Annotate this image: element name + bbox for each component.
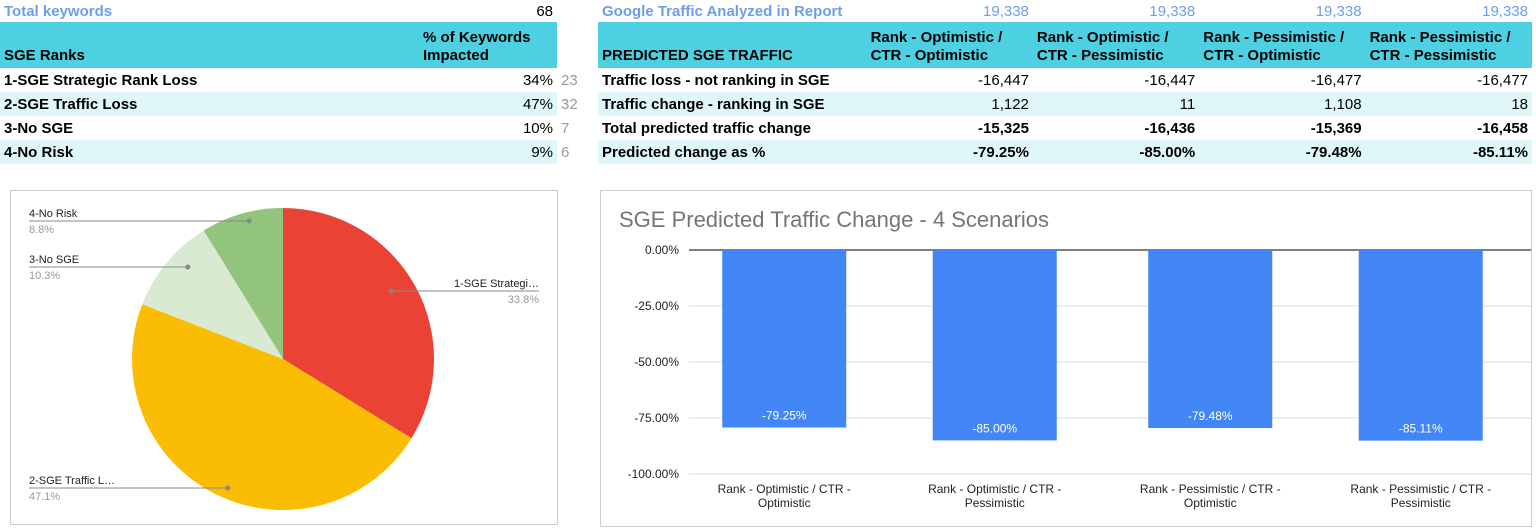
scenario-header: Rank - Pessimistic / CTR - Optimistic [1199,22,1366,68]
metric-label: Traffic change - ranking in SGE [598,92,867,116]
table-row: Traffic change - ranking in SGE 1,122 11 1,… [598,92,1532,116]
pie-slice[interactable] [142,230,283,359]
bar[interactable] [932,250,1057,441]
metric-value: -15,325 [978,119,1029,137]
pie-slice[interactable] [283,208,434,439]
metric-value: -85.11% [1365,140,1532,164]
scenario-header: Rank - Optimistic / CTR - Pessimistic [1032,22,1200,68]
rank-label: 3-No SGE [4,119,74,137]
pie-leader-dot [225,485,231,491]
traffic-analyzed-value: 19,338 [1315,2,1362,20]
pie-slice-label: 1-SGE Strategi… [454,278,539,290]
header-predicted-sge-traffic: PREDICTED SGE TRAFFIC [598,22,867,68]
y-tick-label: -75.00% [634,411,679,425]
x-tick-label: Optimistic [758,496,811,510]
table-row: 4-No Risk 9% 6 [0,140,585,164]
rank-label: 4-No Risk [0,140,419,164]
pie-slice[interactable] [203,208,283,359]
y-tick-label: -25.00% [634,299,679,313]
x-tick-label: Pessimistic [965,496,1025,510]
pie-chart[interactable]: 1-SGE Strategi… 33.8% 2-SGE Traffic L… 47.1… [10,190,558,525]
metric-value: -16,477 [1477,71,1528,89]
metric-label: Predicted change as % [598,140,867,164]
metric-value: -85.00% [1032,140,1200,164]
table-row: Total predicted traffic change -15,325 -16… [598,116,1532,140]
bar-chart[interactable]: SGE Predicted Traffic Change - 4 Scenari… [600,190,1532,527]
metric-value: -79.25% [866,140,1033,164]
pie-chart-svg: 1-SGE Strategi… 33.8% 2-SGE Traffic L… 47.1… [29,208,539,510]
y-tick-label: -100.00% [628,467,680,481]
rank-label: 1-SGE Strategic Rank Loss [4,71,198,89]
pie-leader-dot [185,264,191,270]
metric-label: Total predicted traffic change [602,119,811,137]
bar[interactable] [1148,250,1273,429]
header-pct-keywords: % of Keywords Impacted [419,22,557,68]
rank-count: 6 [561,143,570,161]
pie-slice-percent: 10.3% [29,270,60,282]
metric-value: 1,122 [866,92,1033,116]
pie-slice[interactable] [132,304,412,510]
bar-chart-title: SGE Predicted Traffic Change - 4 Scenari… [619,207,1049,232]
table-row: Predicted change as % -79.25% -85.00% -79.4… [598,140,1532,164]
metric-value: -16,458 [1477,119,1528,137]
pie-slice-percent: 33.8% [508,294,539,306]
bar-chart-svg: SGE Predicted Traffic Change - 4 Scenari… [619,207,1531,510]
x-tick-label: Rank - Pessimistic / CTR - [1140,482,1281,496]
pie-slice-percent: 47.1% [29,491,60,503]
rank-pct: 9% [419,140,557,164]
metric-label: Traffic loss - not ranking in SGE [602,71,830,89]
x-tick-label: Rank - Pessimistic / CTR - [1350,482,1491,496]
traffic-analyzed-label: Google Traffic Analyzed in Report [602,2,843,20]
header-sge-ranks: SGE Ranks [0,22,419,68]
total-keywords-value: 68 [536,2,553,20]
rank-label: 2-SGE Traffic Loss [0,92,419,116]
pie-slice-label: 2-SGE Traffic L… [29,475,115,487]
table-row: 1-SGE Strategic Rank Loss 34% 23 [0,68,585,92]
metric-value: -16,447 [1144,71,1196,89]
table-row: Traffic loss - not ranking in SGE -16,447… [598,68,1532,92]
traffic-analyzed-value: 19,338 [1482,2,1528,20]
predicted-sge-traffic-table: Google Traffic Analyzed in Report 19,338… [598,0,1532,164]
scenario-header: Rank - Pessimistic / CTR - Pessimistic [1365,22,1532,68]
rank-count: 7 [561,119,570,137]
traffic-analyzed-value: 19,338 [1149,2,1196,20]
pie-slice-percent: 8.8% [29,224,54,236]
bar[interactable] [1358,250,1483,441]
metric-value: -16,436 [1144,119,1196,137]
rank-pct: 34% [522,71,553,89]
x-tick-label: Optimistic [1184,496,1237,510]
metric-value: 11 [1032,92,1200,116]
metric-value: 18 [1365,92,1532,116]
table-row: 3-No SGE 10% 7 [0,116,585,140]
scenario-header: Rank - Optimistic / CTR - Optimistic [866,22,1033,68]
sge-ranks-table: Total keywords 68 SGE Ranks % of Keyword… [0,0,585,164]
pie-slice-label: 3-No SGE [29,254,79,266]
metric-value: -16,447 [978,71,1029,89]
metric-value: 1,108 [1199,92,1366,116]
rank-pct: 10% [522,119,553,137]
metric-value: -15,369 [1310,119,1362,137]
y-tick-label: 0.00% [645,243,679,257]
bar[interactable] [722,250,847,428]
x-tick-label: Pessimistic [1391,496,1451,510]
rank-count: 23 [561,71,578,89]
bar-data-label: -85.00% [972,421,1017,435]
rank-pct: 47% [419,92,557,116]
rank-count: 32 [561,95,578,113]
traffic-analyzed-value: 19,338 [983,2,1029,20]
bar-data-label: -79.48% [1188,409,1233,423]
bar-data-label: -79.25% [762,409,807,423]
bar-data-label: -85.11% [1399,422,1443,436]
x-tick-label: Rank - Optimistic / CTR - [928,482,1061,496]
metric-value: -79.48% [1199,140,1366,164]
pie-slice-label: 4-No Risk [29,208,78,220]
table-row: 2-SGE Traffic Loss 47% 32 [0,92,585,116]
total-keywords-label: Total keywords [4,2,113,20]
pie-leader-dot [388,288,394,294]
metric-value: -16,477 [1310,71,1362,89]
pie-leader-dot [246,218,252,224]
x-tick-label: Rank - Optimistic / CTR - [718,482,851,496]
y-tick-label: -50.00% [634,355,679,369]
